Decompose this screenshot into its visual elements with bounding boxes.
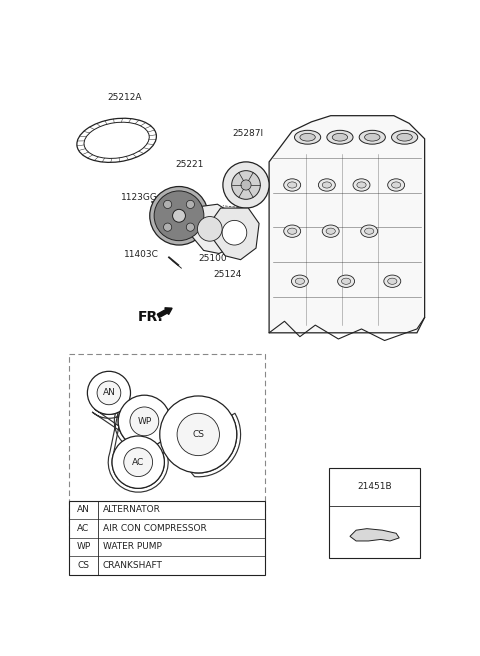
Text: 21451B: 21451B (357, 482, 392, 491)
Circle shape (118, 395, 170, 447)
Circle shape (87, 371, 131, 415)
Ellipse shape (359, 131, 385, 144)
Ellipse shape (284, 225, 300, 237)
Circle shape (124, 448, 153, 476)
Ellipse shape (341, 278, 351, 284)
Ellipse shape (322, 225, 339, 237)
Ellipse shape (327, 131, 353, 144)
Ellipse shape (322, 182, 332, 188)
Circle shape (150, 186, 208, 245)
Circle shape (186, 200, 194, 209)
Text: 1123GG: 1123GG (121, 193, 158, 201)
Ellipse shape (288, 182, 297, 188)
Text: 25212A: 25212A (108, 92, 142, 102)
Text: 25124: 25124 (214, 270, 242, 279)
Text: 25287I: 25287I (232, 129, 263, 138)
Text: 25221: 25221 (175, 159, 204, 169)
Ellipse shape (392, 182, 401, 188)
Ellipse shape (318, 179, 336, 191)
Polygon shape (190, 204, 240, 253)
Text: WATER PUMP: WATER PUMP (103, 543, 162, 552)
Text: FR.: FR. (138, 310, 164, 325)
Ellipse shape (326, 228, 336, 234)
Text: AN: AN (103, 388, 115, 398)
Circle shape (97, 381, 121, 405)
Ellipse shape (365, 228, 374, 234)
Ellipse shape (384, 275, 401, 287)
Polygon shape (211, 208, 259, 260)
Ellipse shape (288, 228, 297, 234)
Ellipse shape (361, 225, 378, 237)
Text: WP: WP (137, 417, 152, 426)
Text: ALTERNATOR: ALTERNATOR (103, 505, 161, 514)
Ellipse shape (295, 278, 304, 284)
Bar (69, 501, 265, 575)
Circle shape (177, 413, 219, 456)
Text: 11403C: 11403C (124, 250, 159, 258)
Circle shape (173, 209, 185, 222)
Circle shape (241, 180, 251, 190)
Polygon shape (350, 529, 399, 541)
Circle shape (223, 162, 269, 208)
Text: CRANKSHAFT: CRANKSHAFT (103, 561, 163, 570)
Text: AC: AC (132, 458, 144, 466)
Bar (329, 468, 420, 558)
Ellipse shape (388, 179, 405, 191)
Ellipse shape (397, 133, 412, 141)
Text: WP: WP (76, 543, 91, 552)
Circle shape (160, 396, 237, 473)
Circle shape (164, 223, 172, 232)
Ellipse shape (291, 275, 308, 287)
Text: AIR CON COMPRESSOR: AIR CON COMPRESSOR (103, 524, 206, 533)
FancyArrow shape (157, 308, 172, 318)
Ellipse shape (353, 179, 370, 191)
Polygon shape (269, 115, 425, 333)
Circle shape (154, 191, 204, 241)
Ellipse shape (284, 179, 300, 191)
Circle shape (112, 436, 164, 488)
Ellipse shape (388, 278, 397, 284)
Circle shape (130, 407, 159, 436)
Ellipse shape (295, 131, 321, 144)
Circle shape (186, 223, 194, 232)
Circle shape (232, 171, 260, 199)
Text: CS: CS (78, 561, 90, 570)
Ellipse shape (300, 133, 315, 141)
Text: AN: AN (77, 505, 90, 514)
Text: 25100: 25100 (198, 255, 227, 263)
Circle shape (222, 220, 247, 245)
Text: AC: AC (77, 524, 90, 533)
Bar (69, 354, 265, 531)
Ellipse shape (332, 133, 348, 141)
Ellipse shape (337, 275, 355, 287)
Ellipse shape (392, 131, 418, 144)
Ellipse shape (365, 133, 380, 141)
Circle shape (197, 216, 222, 241)
Text: CS: CS (192, 430, 204, 439)
Ellipse shape (357, 182, 366, 188)
Circle shape (164, 200, 172, 209)
